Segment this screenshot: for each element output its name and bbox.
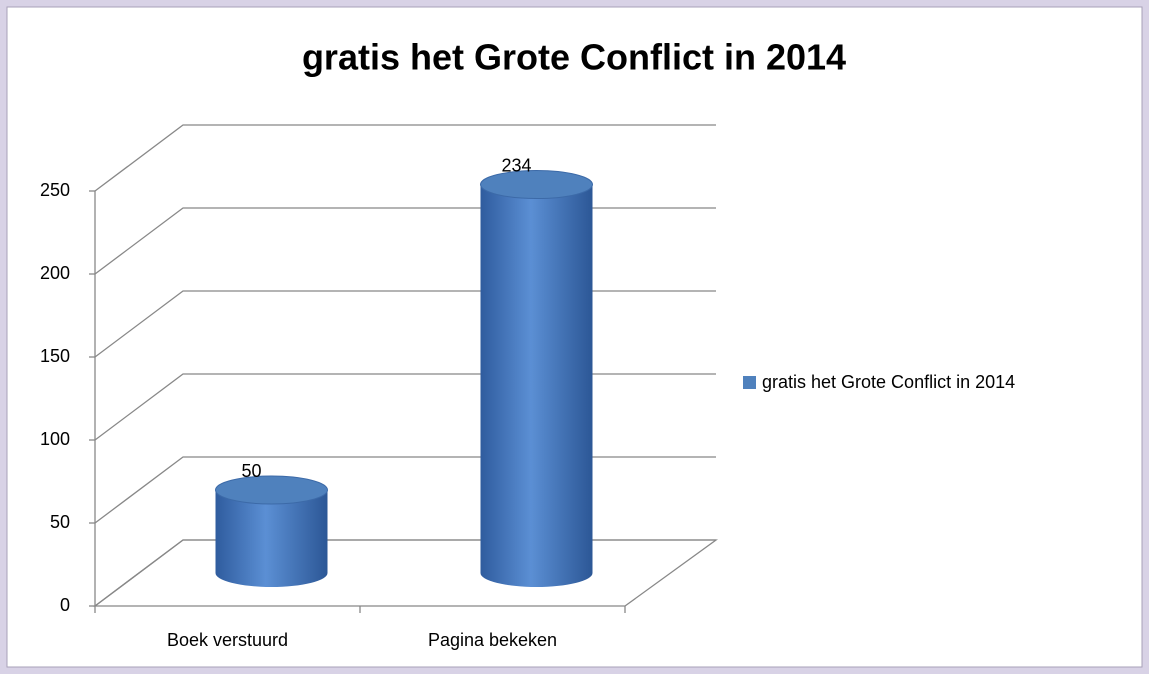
- cylinder-body: [480, 184, 593, 587]
- y-tick-label: 250: [40, 180, 70, 200]
- x-tick-label: Boek verstuurd: [167, 630, 288, 650]
- y-tick-label: 150: [40, 346, 70, 366]
- data-label: 50: [241, 461, 261, 481]
- chart-title: gratis het Grote Conflict in 2014: [302, 37, 846, 78]
- cylinder-body: [215, 490, 328, 587]
- grid-line: [94, 124, 716, 192]
- y-tick-label: 50: [50, 512, 70, 532]
- y-tick-label: 100: [40, 429, 70, 449]
- cylinder-top: [215, 475, 328, 505]
- legend-label: gratis het Grote Conflict in 2014: [762, 372, 1015, 392]
- y-tick-label: 0: [60, 595, 70, 615]
- data-label: 234: [501, 155, 531, 175]
- y-tick-label: 200: [40, 263, 70, 283]
- cylinder-top: [480, 170, 593, 200]
- plot: 0 50 100 150 200 250 Boek verstuurd 50 Pagina be…: [40, 124, 719, 650]
- x-tick-label: Pagina bekeken: [428, 630, 557, 650]
- legend-swatch: [743, 376, 756, 389]
